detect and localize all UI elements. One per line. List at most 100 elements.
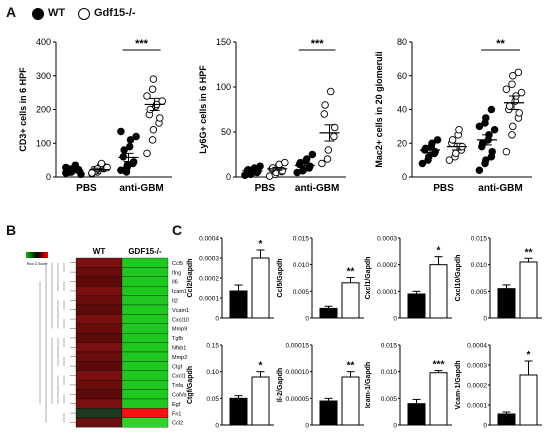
heatmap-cell: [75, 286, 123, 296]
y-tick-label: 0.0001: [467, 403, 487, 410]
heatmap-row-label: Il6: [172, 280, 178, 286]
significance-label: **: [347, 266, 355, 277]
heatmap-cell: [121, 417, 169, 428]
data-point: [77, 170, 85, 179]
heatmap-cell: [75, 276, 123, 287]
data-point: [330, 123, 339, 132]
heatmap-row-label: Ccl2: [172, 421, 183, 427]
heatmap-row-label: Egf: [172, 402, 181, 408]
data-point: [508, 80, 516, 88]
y-tick-label: 0: [226, 172, 231, 182]
data-point: [330, 132, 338, 141]
heatmap-cell: [121, 370, 169, 381]
y-axis-label: Ccl2/Gapdh: [187, 259, 194, 298]
heatmap-cell: [75, 295, 123, 306]
data-point: [323, 155, 332, 163]
heatmap-cell: [121, 361, 169, 371]
bar: [407, 293, 426, 319]
y-axis-label: Icam-1/Gapdh: [365, 362, 372, 408]
heatmap-cell: [121, 389, 169, 400]
color-scale-label: Row Z-Score: [27, 262, 47, 266]
y-tick-label: 0: [305, 423, 309, 430]
y-tick-label: 100: [216, 82, 231, 92]
y-tick-label: 50: [221, 127, 231, 137]
y-tick-label: 0.0002: [467, 383, 487, 390]
y-tick-label: 0.15: [206, 343, 219, 350]
y-tick-label: 0: [483, 423, 487, 430]
scatter-chart-3: 0 20 40 60 80 Mac2+ cells in 20 glomeruli PBS a…: [374, 37, 532, 194]
data-point: [148, 85, 157, 93]
data-point: [509, 71, 517, 80]
data-point: [475, 166, 484, 174]
significance-label: ***: [433, 360, 445, 371]
y-tick-label: 0.00010: [286, 369, 310, 376]
y-tick-label: 0.0003: [377, 236, 397, 243]
heatmap-cell: [121, 267, 169, 277]
data-point: [502, 147, 511, 156]
y-tick-label: 100: [36, 138, 51, 148]
significance-label: **: [525, 247, 533, 258]
data-point: [324, 146, 333, 154]
y-tick-label: 0.0004: [199, 236, 219, 243]
ko-legend-label: Gdf15-/-: [94, 7, 136, 19]
data-point: [143, 92, 151, 100]
scatter-chart-1: 0 100 200 300 400 CD3+ cells in 6 HPF PBS anti-…: [18, 37, 172, 194]
significance-label: **: [347, 361, 355, 372]
y-tick-label: 0.010: [293, 262, 310, 269]
y-axis-label: Ly6G+ cells in 6 HPF: [198, 65, 208, 154]
bar: [497, 288, 516, 319]
panel-label-a: A: [6, 4, 17, 20]
significance-label: *: [259, 361, 263, 372]
y-tick-label: 0: [483, 316, 487, 323]
data-point: [156, 114, 164, 122]
bar: [319, 400, 338, 426]
category-label: PBS: [255, 183, 276, 194]
bar-chart-3: 0 0.0001 0.0002 0.0003 Cxcl1/Gapdh *: [365, 236, 452, 323]
y-tick-label: 0.05: [206, 396, 219, 403]
y-tick-label: 0.010: [381, 369, 398, 376]
significance-label: *: [527, 350, 531, 361]
heatmap-cell: [75, 333, 123, 343]
bar-chart-8: 0 0.0001 0.0002 0.0003 0.0004 Vcam-1/Gapdh *: [455, 343, 542, 430]
bar: [429, 264, 448, 319]
data-point: [502, 85, 511, 93]
data-point: [123, 163, 132, 171]
data-point: [418, 159, 427, 168]
y-tick-label: 0.00005: [286, 396, 310, 403]
data-point: [517, 88, 526, 97]
heatmap-row-label: Cxcl1: [172, 374, 186, 380]
data-point: [117, 127, 125, 136]
heatmap-row-label: Icam1: [172, 289, 187, 295]
y-tick-label: 0.010: [471, 262, 488, 269]
heatmap-cell: [75, 304, 123, 315]
heatmap-cell: [75, 257, 123, 268]
scatter-chart-2: 0 50 100 150 Ly6G+ cells in 6 HPF PBS anti-GBM…: [198, 37, 346, 194]
data-point: [148, 136, 157, 144]
data-point: [487, 105, 496, 114]
category-label: anti-GBM: [478, 183, 522, 194]
data-point: [490, 125, 499, 134]
bar: [519, 261, 538, 319]
data-point: [318, 159, 326, 168]
heatmap-cell: [121, 295, 169, 306]
data-point: [149, 125, 158, 134]
category-label: anti-GBM: [119, 183, 163, 194]
y-tick-label: 0.015: [471, 236, 488, 243]
y-tick-label: 0.0001: [377, 289, 397, 296]
bar-chart-1: 0 0.0001 0.0002 0.0003 0.0004 Ccl2/Gapdh *: [187, 236, 274, 323]
bar: [341, 282, 360, 319]
heatmap-row-label: Cxcl10: [172, 317, 189, 323]
y-tick-label: 0.0003: [199, 256, 219, 263]
y-tick-label: 0.015: [381, 343, 398, 350]
significance-label: ***: [311, 38, 325, 50]
y-tick-label: 0.005: [381, 396, 398, 403]
heatmap-cell: [121, 351, 169, 362]
y-tick-label: 0.10: [206, 369, 219, 376]
heatmap-cell: [75, 370, 123, 381]
heatmap-cell: [75, 351, 123, 362]
heatmap-row-label: Ctgf: [172, 364, 183, 370]
data-point: [455, 125, 463, 134]
heatmap-row-label: Tnfa: [172, 383, 184, 389]
heatmap-cell: [75, 380, 123, 390]
